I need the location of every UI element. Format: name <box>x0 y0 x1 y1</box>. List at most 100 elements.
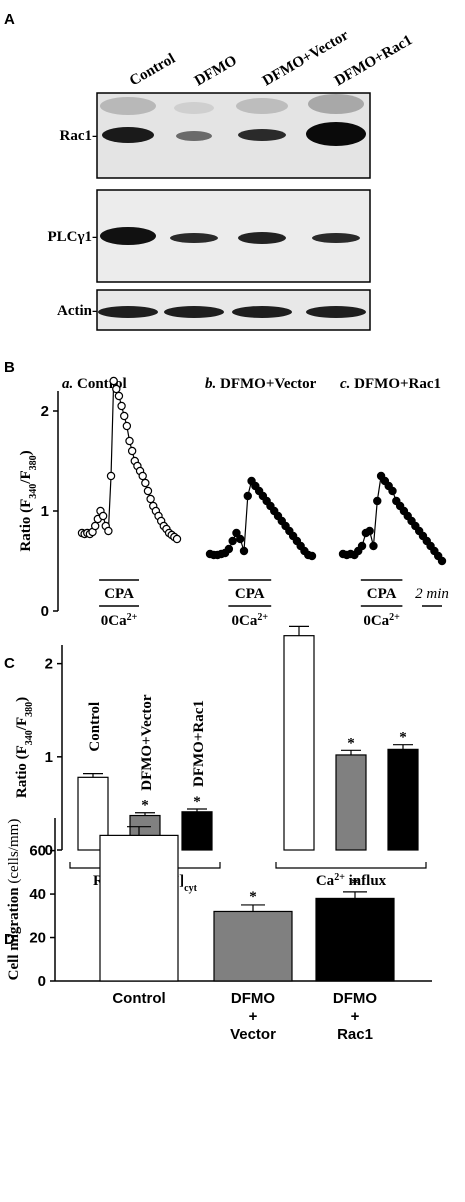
text-part: (cells/mm) <box>6 819 22 888</box>
text-part: Ratio (F <box>14 745 30 798</box>
x-tick-label: DFMO <box>333 990 377 1007</box>
bar <box>315 897 395 982</box>
text-part: Ca <box>316 873 335 889</box>
zero-ca-label: 0Ca2+ <box>101 612 138 630</box>
bar <box>181 811 213 851</box>
trace-point <box>143 486 153 496</box>
text-part: 2+ <box>389 612 400 623</box>
cpa-label: CPA <box>235 586 265 602</box>
y-tick-label: 0 <box>45 842 53 859</box>
bar <box>387 748 419 851</box>
trace-point <box>388 486 397 496</box>
trace-point <box>365 526 374 536</box>
trace-point <box>243 491 252 501</box>
trace-point <box>373 496 382 506</box>
error-bar <box>343 891 367 899</box>
error-bar <box>241 904 265 912</box>
trace-tag: a. <box>62 376 73 392</box>
panel-label: A <box>4 11 15 28</box>
text-part: 2+ <box>257 612 268 623</box>
y-tick-label: 2 <box>45 656 53 673</box>
error-bar <box>135 812 155 816</box>
error-bar <box>289 625 309 636</box>
text-part: ] <box>179 873 184 889</box>
y-axis-label: Ratio (F340/F380) <box>18 450 39 551</box>
text-part: /F <box>14 717 30 731</box>
y-tick-label: 1 <box>45 749 53 766</box>
y-tick-label: 40 <box>29 886 46 903</box>
y-axis-label: Ratio (F340/F380) <box>14 697 35 798</box>
blot-image <box>96 92 371 331</box>
x-tick-label: + <box>351 1008 360 1025</box>
x-tick-label: + <box>249 1008 258 1025</box>
trace-point <box>232 528 241 538</box>
text-part: 0Ca <box>363 613 389 629</box>
x-tick-label: Rac1 <box>337 1026 373 1043</box>
trace-point <box>357 541 367 551</box>
row-label: PLCγ1- <box>47 229 97 245</box>
row-label: Actin- <box>57 303 97 319</box>
text-part: 0Ca <box>232 613 258 629</box>
text-part: Ratio (F <box>18 499 34 552</box>
trace-point <box>122 421 132 431</box>
y-tick-label: 20 <box>29 930 46 947</box>
text-part: 380 <box>28 455 39 470</box>
text-part: 340 <box>28 484 39 499</box>
bar <box>335 754 367 851</box>
series-label: DFMO+Vector <box>139 694 155 791</box>
trace-name: DFMO+Rac1 <box>354 376 441 392</box>
group-label: Ca2+ influx <box>316 872 387 890</box>
trace-point <box>106 471 116 481</box>
significance: * <box>347 735 355 751</box>
text-part: cyt <box>184 883 197 894</box>
significance: * <box>249 889 257 905</box>
trace-point <box>239 546 249 556</box>
error-bar <box>127 826 151 836</box>
significance: * <box>141 798 149 814</box>
trace-point <box>98 511 108 521</box>
scale-bar-label: 2 min <box>415 586 449 602</box>
y-tick-label: 0 <box>41 603 49 620</box>
error-bar <box>393 744 413 750</box>
text-part: Cell migration <box>6 887 22 981</box>
series-label: DFMO+Rac1 <box>191 700 207 787</box>
y-tick-label: 0 <box>38 973 46 990</box>
panel-label: D <box>4 931 15 948</box>
lane-label: DFMO <box>192 53 240 90</box>
text-part: ) <box>18 450 34 455</box>
y-tick-label: 60 <box>29 843 46 860</box>
trace-name: DFMO+Vector <box>220 376 317 392</box>
trace-point <box>228 536 237 546</box>
error-bar <box>187 808 207 812</box>
series-label: Control <box>87 702 103 752</box>
significance: * <box>193 794 201 810</box>
error-bar <box>83 772 103 778</box>
text-part: influx <box>345 873 387 889</box>
trace-point <box>127 446 137 456</box>
y-tick-label: 2 <box>41 403 49 420</box>
trace-point <box>90 521 100 531</box>
trace-title: b. DFMO+Vector <box>205 376 317 392</box>
trace-point <box>104 526 113 536</box>
trace-point <box>307 551 317 561</box>
cpa-label: CPA <box>104 586 134 602</box>
lane-label: Control <box>127 51 178 90</box>
bar <box>283 635 315 851</box>
trace-point <box>146 494 155 504</box>
trace-point <box>236 534 245 544</box>
significance: * <box>351 876 359 892</box>
bar <box>99 834 179 982</box>
text-part: /F <box>18 470 34 484</box>
x-tick-label: Vector <box>230 1026 276 1043</box>
y-axis-label: Cell migration (cells/mm) <box>6 819 22 981</box>
trace-point <box>437 556 447 566</box>
text-part: ) <box>14 697 30 702</box>
zero-ca-label: 0Ca2+ <box>363 612 400 630</box>
x-tick-label: Control <box>112 990 165 1007</box>
trace-tag: b. <box>205 376 216 392</box>
trace-point <box>117 401 126 411</box>
x-tick-label: DFMO <box>231 990 275 1007</box>
trace-point <box>125 436 134 446</box>
trace-title: c. DFMO+Rac1 <box>340 376 441 392</box>
